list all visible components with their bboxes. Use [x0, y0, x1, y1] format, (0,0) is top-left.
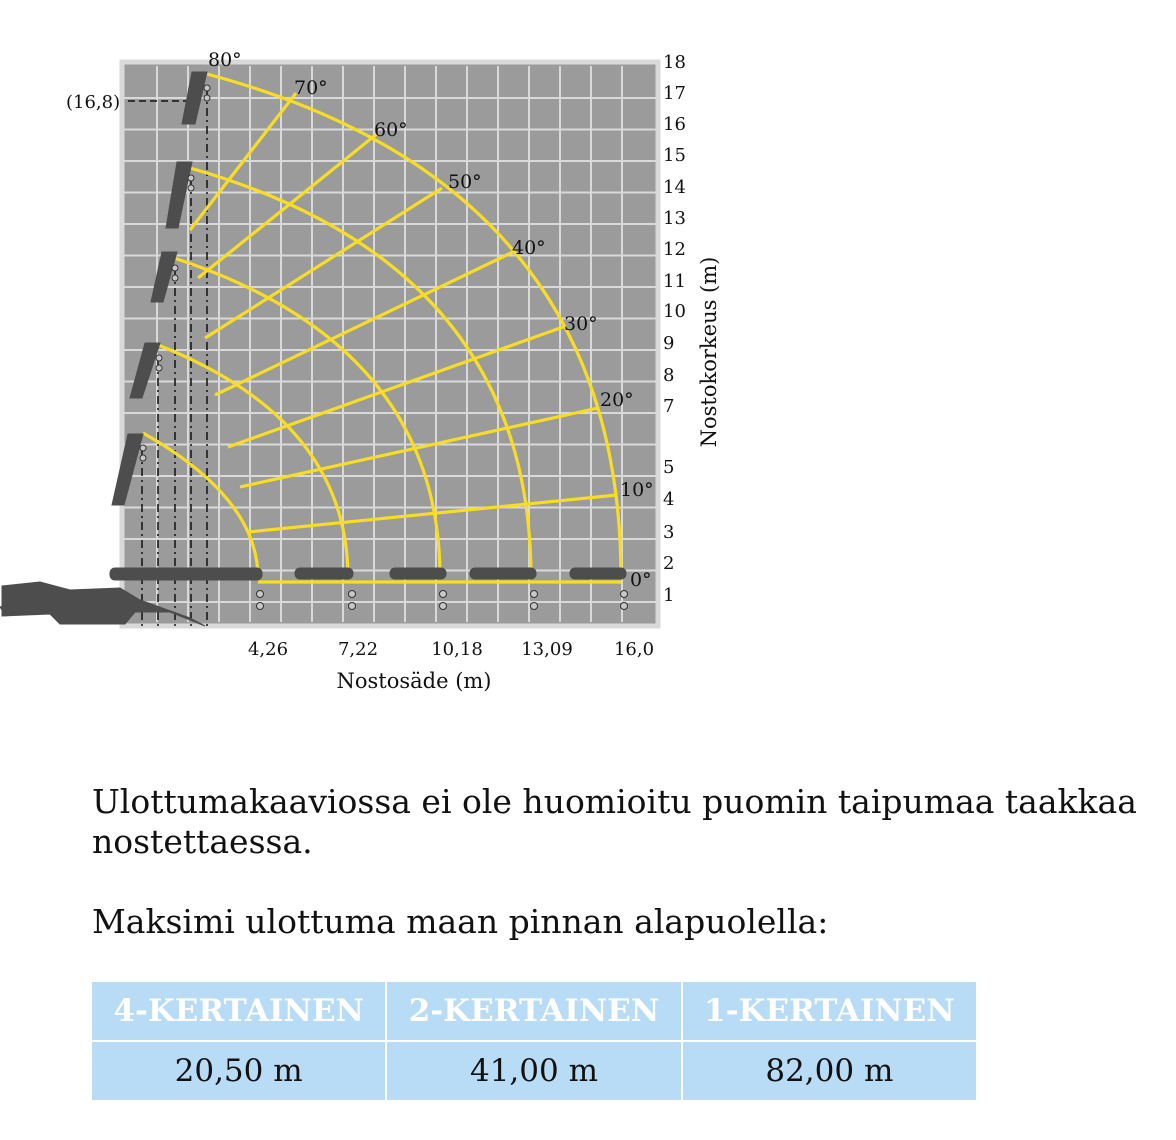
x-tick-label: 13,09: [521, 639, 573, 660]
y-axis-label: Nostokorkeus (m): [697, 257, 721, 448]
hook-icons: [139, 84, 628, 610]
angle-label: 60°: [374, 119, 408, 141]
x-tick-label: 4,26: [248, 639, 288, 660]
table-cell: 41,00 m: [386, 1041, 683, 1100]
angle-label: 40°: [512, 237, 546, 259]
marker-label: (16,8): [66, 92, 120, 113]
y-tick-label: 7: [663, 396, 674, 417]
table-cell: 20,50 m: [92, 1041, 388, 1100]
angle-label: 50°: [448, 171, 482, 193]
angle-label: 30°: [564, 313, 598, 335]
angle-label: 0°: [630, 569, 652, 591]
angle-label: 10°: [620, 479, 654, 501]
table-header: 4-KERTAINEN: [92, 982, 388, 1042]
y-tick-label: 3: [663, 522, 674, 543]
x-tick-label: 16,0: [614, 639, 654, 660]
y-tick-label: 12: [663, 239, 686, 260]
table-header: 1-KERTAINEN: [681, 982, 976, 1042]
table-header: 2-KERTAINEN: [386, 982, 683, 1042]
x-tick-label: 10,18: [431, 639, 483, 660]
angle-label: 70°: [294, 77, 328, 99]
y-tick-label: 11: [663, 271, 686, 292]
y-tick-label: 14: [663, 177, 686, 198]
y-tick-label: 2: [663, 553, 674, 574]
x-axis-ticks: 4,26 7,22 10,18 13,09 16,0: [248, 639, 654, 660]
angle-label-80: 80°: [208, 49, 242, 71]
table-cell: 82,00 m: [765, 1053, 894, 1089]
x-axis-label: Nostosäde (m): [336, 669, 491, 693]
reach-table: 4-KERTAINEN 2-KERTAINEN 1-KERTAINEN 20,5…: [92, 982, 976, 1100]
y-tick-label: 9: [663, 333, 674, 354]
chart-frame: [119, 59, 661, 629]
y-tick-label: 13: [663, 208, 686, 229]
y-tick-label: 15: [663, 145, 686, 166]
note-deflection: Ulottumakaaviossa ei ole huomioitu puomi…: [92, 782, 1137, 861]
table-row: 20,50 m 41,00 m 82,00 m: [92, 1041, 976, 1100]
note-max-reach: Maksimi ulottuma maan pinnan alapuolella…: [92, 902, 829, 941]
y-tick-label: 16: [663, 114, 686, 135]
crane-silhouettes: [0, 71, 627, 627]
y-tick-label: 1: [663, 585, 674, 606]
y-tick-label: 17: [663, 83, 686, 104]
y-tick-label: 5: [663, 457, 674, 478]
y-tick-label: 4: [663, 489, 674, 510]
y-tick-label: 10: [663, 301, 686, 322]
guide-lines: [141, 90, 208, 626]
angle-label: 20°: [600, 389, 634, 411]
y-tick-label: 8: [663, 365, 674, 386]
y-tick-label: 18: [663, 52, 686, 73]
reach-arcs: [142, 72, 623, 584]
x-tick-label: 7,22: [338, 639, 378, 660]
angle-labels: 0° 10° 20° 30° 40° 50° 60° 70°: [294, 77, 654, 591]
reach-diagram: 80° (16,8) 0°10°20°30°40°50°60°70° 12345…: [0, 49, 721, 693]
table-header-row: 4-KERTAINEN 2-KERTAINEN 1-KERTAINEN: [92, 982, 976, 1042]
